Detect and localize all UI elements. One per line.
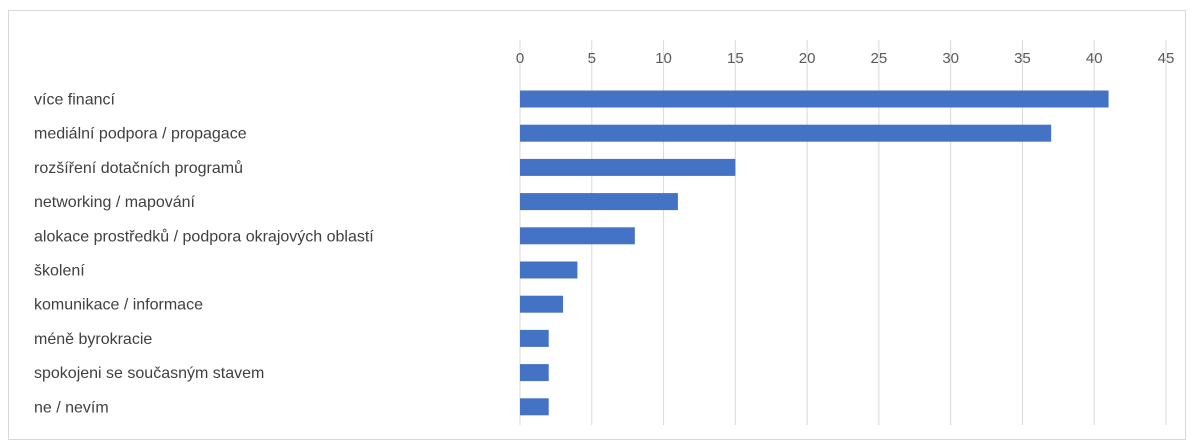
x-tick-label: 10 bbox=[655, 50, 672, 67]
bar bbox=[520, 227, 635, 245]
bar bbox=[520, 295, 564, 313]
x-tick-label: 15 bbox=[727, 50, 744, 67]
x-tick-label: 5 bbox=[588, 50, 596, 67]
category-label: komunikace / informace bbox=[34, 297, 203, 314]
x-tick-label: 0 bbox=[516, 50, 524, 67]
x-tick-label: 20 bbox=[799, 50, 816, 67]
category-label: školení bbox=[34, 263, 85, 280]
category-label: mediální podpora / propagace bbox=[34, 126, 247, 143]
category-label: networking / mapování bbox=[34, 194, 196, 211]
bar bbox=[520, 193, 678, 211]
x-axis-ticks: 0 5 10 15 20 25 30 35 40 45 bbox=[516, 50, 1175, 67]
category-label: ne / nevím bbox=[34, 399, 109, 416]
bar bbox=[520, 398, 549, 416]
chart-frame bbox=[8, 10, 1186, 440]
category-label: méně byrokracie bbox=[34, 331, 152, 348]
bar bbox=[520, 158, 736, 176]
x-tick-label: 40 bbox=[1086, 50, 1103, 67]
bar bbox=[520, 261, 578, 279]
bar bbox=[520, 364, 549, 382]
bar bbox=[520, 90, 1109, 108]
x-tick-label: 25 bbox=[871, 50, 888, 67]
category-label: alokace prostředků / podpora okrajových … bbox=[34, 227, 374, 245]
x-tick-label: 45 bbox=[1158, 50, 1175, 67]
category-label: rozšíření dotačních programů bbox=[34, 159, 243, 177]
x-tick-label: 35 bbox=[1014, 50, 1031, 67]
bar bbox=[520, 124, 1052, 142]
x-tick-label: 30 bbox=[942, 50, 959, 67]
category-label: spokojeni se současným stavem bbox=[34, 365, 264, 382]
bars bbox=[520, 90, 1109, 416]
category-label: více financí bbox=[34, 92, 115, 109]
bar bbox=[520, 329, 549, 347]
category-labels: více financí mediální podpora / propagace… bbox=[34, 92, 374, 417]
